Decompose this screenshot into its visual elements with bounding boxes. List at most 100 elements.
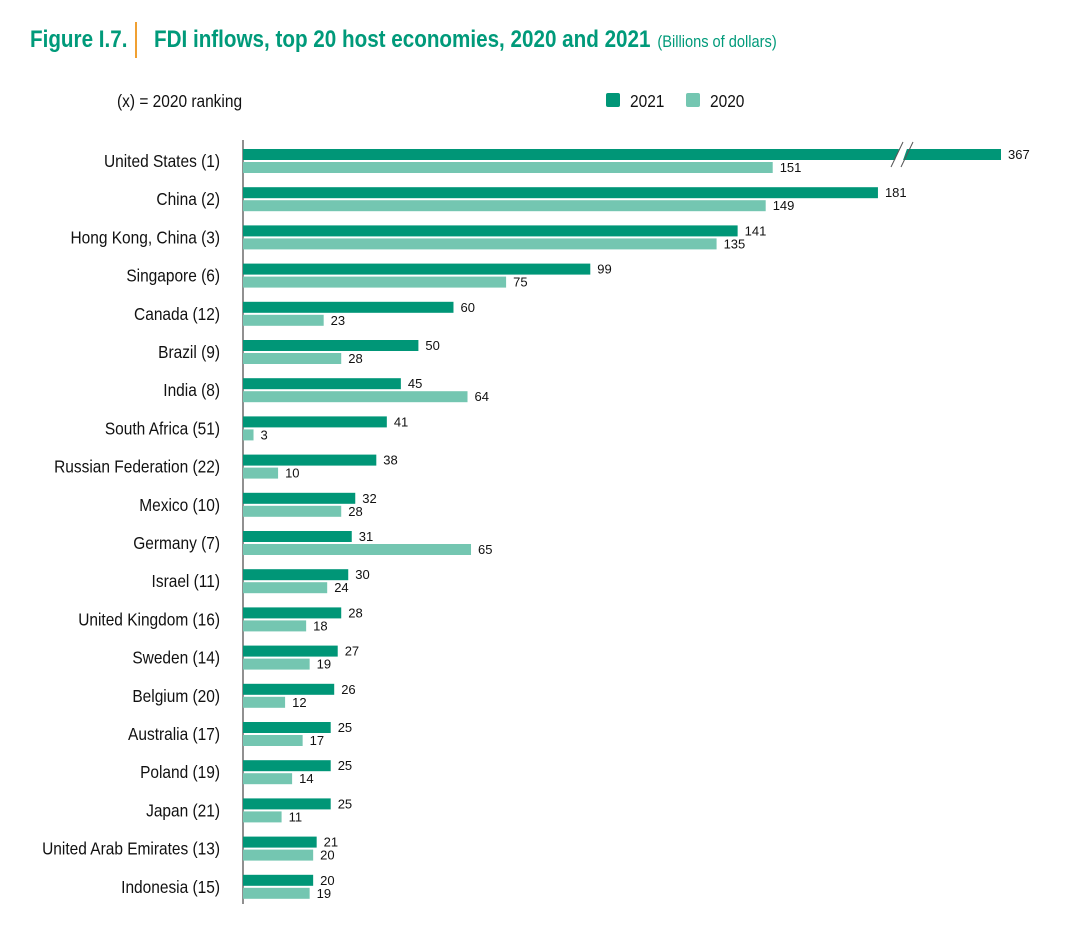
category-label: India (8)	[163, 380, 220, 400]
category-label: Germany (7)	[133, 533, 220, 553]
bar-2021	[243, 683, 335, 695]
value-label-2021: 21	[324, 835, 338, 850]
category-label: Poland (19)	[140, 762, 220, 782]
category-label: Indonesia (15)	[121, 877, 220, 897]
value-label-2021: 50	[425, 338, 439, 353]
bar-2020	[243, 429, 254, 441]
bar-2021	[243, 836, 317, 848]
category-row: Poland (19) 25 14	[140, 758, 352, 786]
value-label-2020: 18	[313, 618, 327, 633]
bar-2021	[243, 492, 356, 504]
value-label-2020: 12	[292, 695, 306, 710]
category-row: Brazil (9) 50 28	[158, 338, 440, 366]
bar-2020	[243, 238, 717, 250]
value-label-2021: 32	[362, 491, 376, 506]
value-label-2020: 20	[320, 848, 334, 863]
value-label-2021: 30	[355, 567, 369, 582]
category-row: Sweden (14) 27 19	[132, 644, 359, 672]
category-row: United Kingdom (16) 28 18	[78, 605, 362, 633]
bar-2020	[243, 162, 773, 173]
category-label: United States (1)	[104, 151, 220, 171]
axis-break-gap	[893, 143, 909, 166]
value-label-2021: 26	[341, 682, 355, 697]
bar-2021	[243, 416, 387, 428]
category-row: Russian Federation (22) 38 10	[54, 453, 398, 481]
bar-2021	[243, 722, 331, 733]
category-label: Brazil (9)	[158, 342, 220, 362]
bar-2021	[243, 531, 352, 542]
bar-2021	[243, 798, 331, 810]
bar-2020	[243, 773, 293, 785]
category-row: Germany (7) 31 65	[133, 529, 492, 557]
value-label-2021: 41	[394, 414, 408, 429]
category-row: China (2) 181 149	[156, 185, 906, 213]
value-label-2020: 28	[348, 351, 362, 366]
value-label-2020: 151	[780, 160, 802, 175]
category-label: Japan (21)	[146, 800, 220, 820]
value-label-2021: 25	[338, 720, 352, 735]
value-label-2020: 11	[289, 809, 303, 824]
bar-2020	[243, 391, 468, 403]
value-label-2021: 38	[383, 453, 397, 468]
bar-2020	[243, 811, 282, 823]
value-label-2020: 19	[317, 886, 331, 901]
bar-2021	[243, 645, 338, 657]
category-row: United States (1) 367 151	[104, 141, 1030, 175]
chart-title: FDI inflows, top 20 host economies, 2020…	[154, 26, 777, 53]
title-divider	[135, 22, 137, 58]
bar-2020	[243, 658, 310, 670]
value-label-2020: 75	[513, 275, 527, 290]
legend-swatch-2020	[686, 93, 700, 107]
category-label: United Arab Emirates (13)	[42, 839, 220, 859]
value-label-2020: 19	[317, 657, 331, 672]
category-label: Israel (11)	[152, 571, 220, 591]
title-block: Figure I.7. FDI inflows, top 20 host eco…	[30, 22, 777, 58]
value-label-2021: 31	[359, 529, 373, 544]
bar-2020	[243, 620, 307, 632]
bar-2021	[243, 340, 419, 351]
bar-2020	[243, 582, 328, 594]
bar-2021	[243, 225, 738, 237]
figure-label: Figure I.7.	[30, 26, 127, 53]
category-label: China (2)	[156, 189, 220, 209]
bar-2020	[243, 200, 766, 212]
bar-2021	[243, 454, 377, 466]
value-label-2020: 64	[475, 389, 489, 404]
category-label: Hong Kong, China (3)	[70, 227, 220, 247]
value-label-2020: 3	[261, 427, 268, 442]
value-label-2020: 10	[285, 466, 299, 481]
value-label-2021: 25	[338, 796, 352, 811]
bar-2021	[243, 760, 331, 772]
category-row: Singapore (6) 99 75	[126, 262, 611, 290]
category-label: Russian Federation (22)	[54, 457, 220, 477]
value-label-2021: 28	[348, 605, 362, 620]
bar-2020	[243, 696, 286, 708]
category-label: Singapore (6)	[126, 266, 220, 286]
axis-break-mark	[890, 141, 904, 168]
bar-2020	[243, 735, 303, 746]
value-label-2020: 23	[331, 313, 345, 328]
value-label-2021: 45	[408, 376, 422, 391]
category-row: Japan (21) 25 11	[146, 796, 352, 824]
value-label-2021: 141	[745, 223, 767, 238]
value-label-2021: 25	[338, 758, 352, 773]
category-row: Israel (11) 30 24	[152, 567, 370, 595]
bar-2020	[243, 849, 314, 861]
category-label: United Kingdom (16)	[78, 609, 220, 629]
ranking-note: (x) = 2020 ranking	[117, 91, 242, 111]
category-row: South Africa (51) 41 3	[105, 414, 408, 442]
chart-title-main: FDI inflows, top 20 host economies, 2020…	[154, 26, 650, 53]
bar-2021	[243, 378, 401, 390]
bars: United States (1) 367 151 China (2) 181 149 Ho…	[42, 141, 1030, 901]
legend-label-2020: 2020	[710, 91, 744, 111]
value-label-2021: 60	[460, 300, 474, 315]
chart-subtitle: (Billions of dollars)	[657, 33, 776, 51]
category-label: South Africa (51)	[105, 418, 220, 438]
axis-break-mark	[900, 141, 914, 168]
category-label: Mexico (10)	[139, 495, 220, 515]
bar-2020	[243, 353, 342, 364]
